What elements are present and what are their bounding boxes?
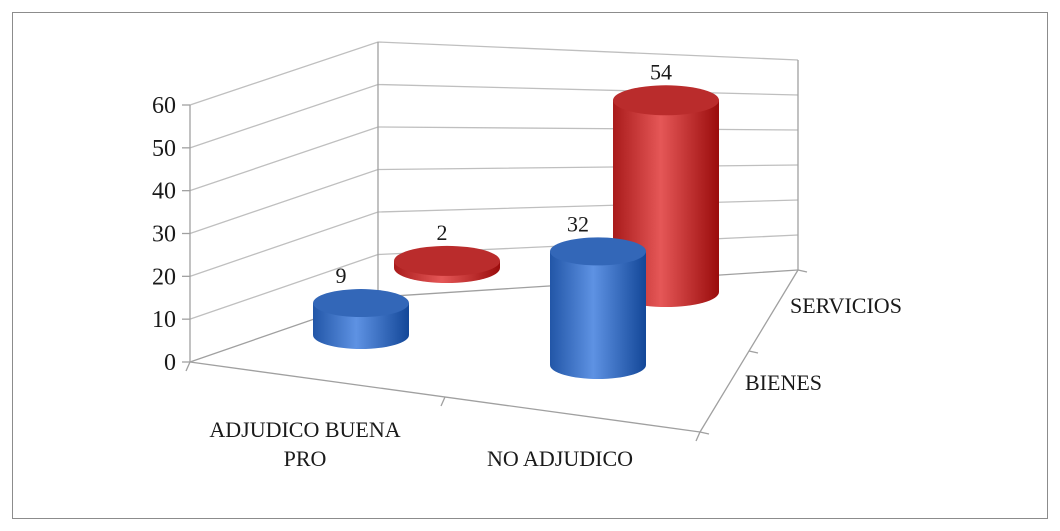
bar-top: [394, 245, 500, 276]
y-tick-label: 50: [152, 136, 176, 162]
series-tick: [699, 431, 710, 435]
series-tick: [748, 350, 759, 354]
series-label: BIENES: [745, 370, 822, 395]
y-tick-label: 40: [152, 179, 176, 205]
category-label: ADJUDICO BUENA PRO: [209, 417, 400, 471]
category-label: NO ADJUDICO: [487, 446, 633, 471]
bar-top: [313, 289, 409, 318]
category-tick: [440, 396, 446, 407]
axes: [182, 42, 808, 442]
bar-bienes-1: [550, 237, 646, 379]
bar-top: [550, 237, 646, 266]
category-tick: [695, 431, 701, 442]
data-label: 9: [336, 263, 347, 288]
bar-top: [613, 85, 719, 116]
bar-body: [550, 251, 646, 379]
category-tick: [185, 361, 191, 372]
series-tick: [797, 269, 808, 273]
data-label: 32: [567, 211, 589, 236]
y-tick-label: 10: [152, 307, 176, 333]
y-tick-label: 0: [164, 350, 176, 376]
y-tick-label: 30: [152, 222, 176, 248]
y-tick-label: 20: [152, 264, 176, 290]
bar-servicios-0: [394, 245, 500, 283]
bar-bienes-0: [313, 289, 409, 349]
data-label: 2: [437, 220, 448, 245]
bars: [313, 85, 719, 379]
y-tick-label: 60: [152, 93, 176, 119]
series-label: SERVICIOS: [790, 293, 902, 318]
chart-frame: [12, 12, 1048, 519]
labels: 0 10 20 30 40 50 60 ADJUDICO BUENA PRO NO ADJUDIC…: [152, 59, 902, 471]
data-label: 54: [650, 59, 672, 84]
